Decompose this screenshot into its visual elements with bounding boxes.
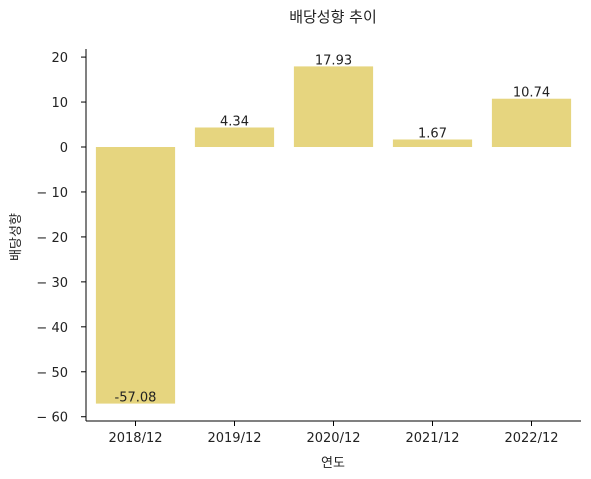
y-tick-label: − 60 [36, 411, 68, 426]
y-tick-label: − 30 [36, 276, 68, 291]
data-label-2019-12: 4.34 [220, 114, 249, 129]
y-tick-label: − 50 [36, 366, 68, 381]
y-tick-label: 10 [51, 96, 68, 111]
y-tick-label: − 10 [36, 186, 68, 201]
x-tick-label: 2018/12 [108, 431, 162, 446]
x-tick-label: 2019/12 [207, 431, 261, 446]
y-tick-label: 20 [51, 51, 68, 66]
x-axis-title: 연도 [321, 456, 345, 471]
bar-2021-12 [392, 139, 473, 148]
data-label-2020-12: 17.93 [315, 53, 352, 68]
bar-2018-12 [95, 147, 176, 404]
y-axis-title: 배당성향 [9, 213, 24, 261]
data-label-2021-12: 1.67 [418, 126, 447, 141]
y-tick-label: − 40 [36, 321, 68, 336]
bar-2020-12 [293, 66, 374, 148]
bars-group [95, 66, 572, 404]
bar-2022-12 [491, 98, 572, 148]
data-label-2018-12: -57.08 [115, 391, 157, 406]
x-tick-label: 2020/12 [306, 431, 360, 446]
bar-2019-12 [194, 127, 275, 148]
chart-title: 배당성향 추이 [289, 8, 377, 26]
y-tick-label: 0 [60, 141, 68, 156]
x-tick-label: 2022/12 [504, 431, 558, 446]
x-axis-ticks: 2018/12 2019/12 2020/12 2021/12 2022/12 [108, 421, 559, 446]
y-axis-ticks: 20 10 0 − 10 − 20 − 30 − 40 − 50 − 60 [36, 51, 86, 426]
x-tick-label: 2021/12 [405, 431, 459, 446]
y-tick-label: − 20 [36, 231, 68, 246]
data-label-2022-12: 10.74 [513, 86, 550, 101]
data-labels-group: -57.08 4.34 17.93 1.67 10.74 [115, 53, 551, 405]
